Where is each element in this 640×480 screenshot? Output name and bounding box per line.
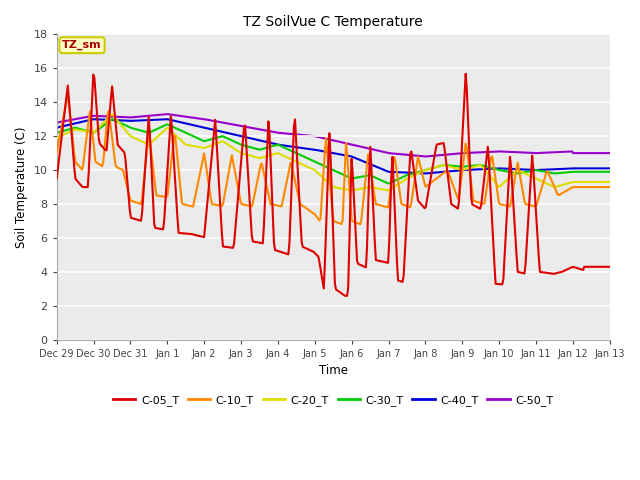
C-05_T — [606, 264, 614, 270]
C-50_T — [353, 143, 361, 149]
C-30_T — [317, 161, 324, 167]
Title: TZ SoilVue C Temperature: TZ SoilVue C Temperature — [243, 15, 423, 29]
C-40_T — [421, 170, 429, 176]
Legend: C-05_T, C-10_T, C-20_T, C-30_T, C-40_T, C-50_T: C-05_T, C-10_T, C-20_T, C-30_T, C-40_T, … — [109, 391, 557, 410]
Line: C-40_T: C-40_T — [57, 119, 610, 173]
C-40_T — [383, 168, 391, 174]
C-30_T — [384, 180, 392, 186]
C-50_T — [508, 149, 516, 155]
C-05_T — [383, 260, 391, 265]
C-10_T — [353, 220, 361, 226]
C-05_T — [343, 293, 351, 299]
C-20_T — [606, 179, 614, 185]
C-40_T — [353, 156, 361, 162]
C-40_T — [317, 148, 324, 154]
Line: C-10_T: C-10_T — [57, 94, 610, 224]
C-40_T — [320, 148, 328, 154]
C-40_T — [90, 116, 98, 122]
C-10_T — [595, 184, 602, 190]
C-30_T — [383, 180, 391, 186]
C-10_T — [320, 165, 328, 170]
C-05_T — [595, 264, 602, 270]
C-50_T — [164, 111, 172, 117]
C-20_T — [508, 172, 516, 178]
C-30_T — [595, 169, 602, 175]
C-20_T — [317, 172, 324, 178]
C-10_T — [384, 204, 392, 210]
C-50_T — [320, 135, 328, 141]
C-50_T — [317, 134, 324, 140]
C-40_T — [606, 166, 614, 171]
C-10_T — [64, 91, 72, 97]
C-05_T — [353, 258, 361, 264]
C-50_T — [53, 120, 61, 125]
C-30_T — [353, 175, 361, 180]
C-10_T — [606, 184, 614, 190]
X-axis label: Time: Time — [319, 364, 348, 377]
C-20_T — [355, 186, 362, 192]
C-10_T — [317, 216, 324, 221]
Line: C-30_T: C-30_T — [57, 119, 610, 183]
C-30_T — [320, 163, 328, 168]
C-20_T — [384, 188, 392, 193]
C-30_T — [53, 130, 61, 136]
C-20_T — [595, 179, 602, 185]
C-10_T — [508, 192, 516, 197]
C-05_T — [319, 279, 326, 285]
C-30_T — [606, 169, 614, 175]
Line: C-20_T: C-20_T — [57, 114, 610, 191]
Line: C-05_T: C-05_T — [57, 74, 610, 296]
C-20_T — [320, 176, 328, 181]
C-50_T — [606, 150, 614, 156]
C-50_T — [422, 154, 429, 159]
Y-axis label: Soil Temperature (C): Soil Temperature (C) — [15, 126, 28, 248]
C-40_T — [508, 166, 516, 172]
C-05_T — [316, 259, 323, 265]
C-20_T — [108, 111, 116, 117]
C-05_T — [53, 176, 61, 181]
C-20_T — [348, 188, 355, 193]
C-10_T — [356, 221, 364, 227]
Line: C-50_T: C-50_T — [57, 114, 610, 156]
C-40_T — [53, 125, 61, 131]
C-50_T — [383, 150, 391, 156]
Text: TZ_sm: TZ_sm — [62, 40, 102, 50]
C-10_T — [53, 150, 61, 156]
C-05_T — [508, 183, 516, 189]
C-40_T — [595, 166, 602, 171]
C-20_T — [53, 135, 61, 141]
C-30_T — [108, 116, 116, 122]
C-30_T — [508, 169, 516, 175]
C-05_T — [462, 71, 470, 77]
C-50_T — [595, 150, 602, 156]
